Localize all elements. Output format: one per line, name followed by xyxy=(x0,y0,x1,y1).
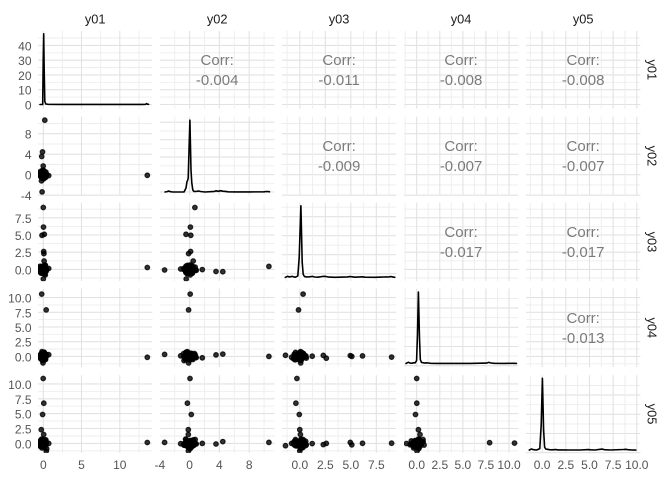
svg-text:-0.008: -0.008 xyxy=(562,72,605,89)
svg-text:5.0: 5.0 xyxy=(455,458,472,472)
svg-text:5.0: 5.0 xyxy=(15,229,32,243)
svg-text:0.0: 0.0 xyxy=(291,458,308,472)
svg-text:y04: y04 xyxy=(644,317,659,338)
svg-text:-0.011: -0.011 xyxy=(318,72,359,89)
svg-text:10.0: 10.0 xyxy=(625,458,649,472)
svg-text:Corr:: Corr: xyxy=(201,52,234,69)
svg-text:Corr:: Corr: xyxy=(567,52,600,69)
svg-text:y04: y04 xyxy=(451,11,472,26)
svg-text:8: 8 xyxy=(25,128,32,142)
svg-text:7.5: 7.5 xyxy=(15,212,32,226)
svg-text:-0.004: -0.004 xyxy=(196,72,239,89)
svg-text:7.5: 7.5 xyxy=(368,458,385,472)
svg-text:-0.013: -0.013 xyxy=(562,330,605,347)
svg-text:y01: y01 xyxy=(85,11,106,26)
svg-text:y05: y05 xyxy=(573,11,594,26)
svg-text:-0.007: -0.007 xyxy=(440,158,483,175)
svg-text:Corr:: Corr: xyxy=(322,52,355,69)
svg-text:0: 0 xyxy=(25,99,32,113)
svg-text:-4: -4 xyxy=(21,189,32,203)
svg-text:0: 0 xyxy=(186,458,193,472)
svg-text:0.0: 0.0 xyxy=(15,263,32,277)
svg-text:y05: y05 xyxy=(644,404,659,425)
svg-text:0: 0 xyxy=(25,169,32,183)
svg-text:Corr:: Corr: xyxy=(444,52,477,69)
svg-text:2.5: 2.5 xyxy=(15,246,32,260)
svg-text:0: 0 xyxy=(40,458,47,472)
svg-text:10.0: 10.0 xyxy=(497,458,521,472)
svg-text:y02: y02 xyxy=(207,11,228,26)
svg-text:2.5: 2.5 xyxy=(557,458,574,472)
svg-text:Corr:: Corr: xyxy=(444,224,477,241)
svg-text:Corr:: Corr: xyxy=(567,310,600,327)
svg-text:5.0: 5.0 xyxy=(15,408,32,422)
svg-text:-0.008: -0.008 xyxy=(440,72,483,89)
svg-text:2.5: 2.5 xyxy=(15,336,32,350)
svg-text:0.0: 0.0 xyxy=(15,350,32,364)
svg-text:2.5: 2.5 xyxy=(15,423,32,437)
svg-text:Corr:: Corr: xyxy=(567,224,600,241)
svg-text:5.0: 5.0 xyxy=(342,458,359,472)
svg-text:7.5: 7.5 xyxy=(605,458,622,472)
svg-text:0.0: 0.0 xyxy=(408,458,425,472)
svg-text:5: 5 xyxy=(78,458,85,472)
svg-text:Corr:: Corr: xyxy=(444,138,477,155)
svg-text:-4: -4 xyxy=(154,458,165,472)
svg-text:y03: y03 xyxy=(644,232,659,253)
svg-text:30: 30 xyxy=(18,54,32,68)
svg-text:2.5: 2.5 xyxy=(317,458,334,472)
svg-text:Corr:: Corr: xyxy=(322,138,355,155)
svg-text:10.0: 10.0 xyxy=(8,378,32,392)
svg-text:5.0: 5.0 xyxy=(15,321,32,335)
svg-text:7.5: 7.5 xyxy=(15,306,32,320)
svg-text:4: 4 xyxy=(25,148,32,162)
svg-text:-0.017: -0.017 xyxy=(440,244,483,261)
svg-text:10: 10 xyxy=(113,458,127,472)
svg-text:2.5: 2.5 xyxy=(431,458,448,472)
svg-text:7.5: 7.5 xyxy=(15,393,32,407)
svg-text:Corr:: Corr: xyxy=(567,138,600,155)
svg-text:y03: y03 xyxy=(329,11,350,26)
svg-text:40: 40 xyxy=(18,39,32,53)
svg-text:8: 8 xyxy=(246,458,253,472)
svg-text:10: 10 xyxy=(18,84,32,98)
svg-text:20: 20 xyxy=(18,69,32,83)
svg-text:5.0: 5.0 xyxy=(581,458,598,472)
svg-text:-0.017: -0.017 xyxy=(562,244,605,261)
svg-text:y02: y02 xyxy=(644,146,659,167)
svg-text:-0.009: -0.009 xyxy=(318,158,361,175)
svg-text:4: 4 xyxy=(216,458,223,472)
svg-text:7.5: 7.5 xyxy=(478,458,495,472)
svg-text:-0.007: -0.007 xyxy=(562,158,605,175)
svg-text:10.0: 10.0 xyxy=(8,292,32,306)
svg-text:y01: y01 xyxy=(644,59,659,80)
svg-text:0.0: 0.0 xyxy=(534,458,551,472)
svg-text:0.0: 0.0 xyxy=(15,437,32,451)
